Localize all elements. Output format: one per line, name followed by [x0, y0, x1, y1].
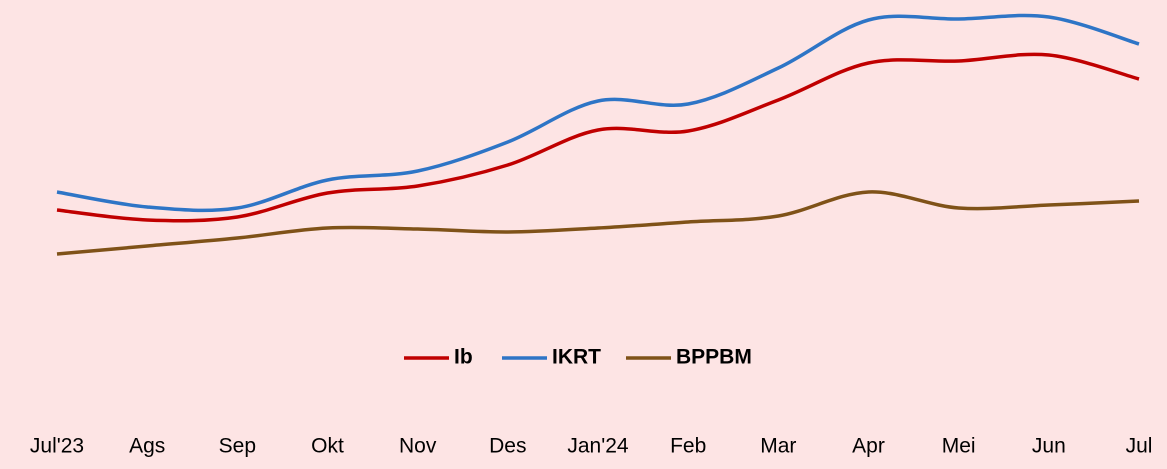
x-tick-label: Jul'23	[30, 435, 84, 458]
x-tick-label: Jun	[1032, 435, 1066, 458]
series-line	[56, 13, 1140, 213]
series-line	[56, 190, 1140, 256]
legend-label: BPPBM	[676, 346, 752, 369]
x-tick-label: Feb	[670, 435, 706, 458]
x-tick-label: Mei	[942, 435, 976, 458]
legend-label: Ib	[454, 346, 473, 369]
x-tick-label: Ags	[129, 435, 165, 458]
x-tick-label: Okt	[311, 435, 344, 458]
x-tick-label: Jan'24	[567, 435, 629, 458]
x-tick-label: Des	[489, 435, 526, 458]
x-tick-label: Apr	[852, 435, 885, 458]
legend-label: IKRT	[552, 346, 601, 369]
x-tick-label: Nov	[399, 435, 437, 458]
x-tick-label: Mar	[760, 435, 796, 458]
x-tick-label: Jul	[1126, 435, 1153, 458]
x-tick-label: Sep	[219, 435, 256, 458]
series-line	[56, 52, 1140, 223]
